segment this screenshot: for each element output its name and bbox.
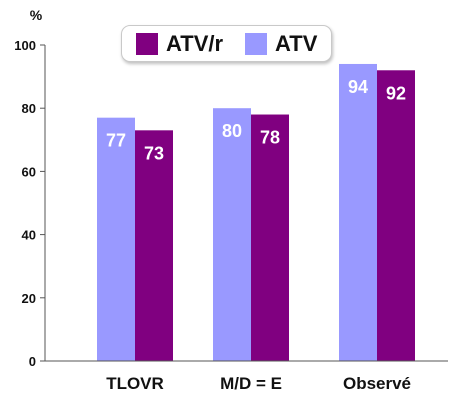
y-tick-label: 80 [22, 101, 36, 116]
legend-label-atv-r: ATV/r [166, 30, 224, 56]
legend-label-atv: ATV [275, 30, 318, 56]
bar-atv [213, 108, 251, 361]
legend: ATV/r ATV [121, 25, 332, 62]
data-label-atv-r: 92 [386, 83, 406, 103]
y-tick-label: 20 [22, 291, 36, 306]
legend-swatch-atv-r [136, 32, 158, 55]
y-tick-label: 40 [22, 228, 36, 243]
bar-atv-r [251, 114, 289, 362]
x-tick-label: Observé [343, 374, 411, 393]
y-tick-label: 60 [22, 164, 36, 179]
data-label-atv-r: 78 [260, 128, 280, 148]
y-axis-label: % [30, 7, 43, 23]
legend-item-atv-r: ATV/r [136, 31, 223, 57]
y-tick-label: 100 [14, 38, 36, 53]
data-label-atv: 80 [222, 121, 242, 141]
data-label-atv: 94 [348, 77, 368, 97]
data-label-atv-r: 73 [144, 143, 164, 163]
x-tick-label: M/D = E [220, 374, 282, 393]
data-label-atv: 77 [106, 131, 126, 151]
x-tick-label: TLOVR [106, 374, 164, 393]
bar-atv [97, 117, 135, 362]
legend-item-atv: ATV [245, 31, 317, 57]
bar-atv [339, 63, 377, 362]
bar-atv-r [377, 70, 415, 361]
bar-atv-r [135, 130, 173, 361]
y-tick-label: 0 [29, 354, 36, 369]
legend-swatch-atv [245, 32, 268, 55]
